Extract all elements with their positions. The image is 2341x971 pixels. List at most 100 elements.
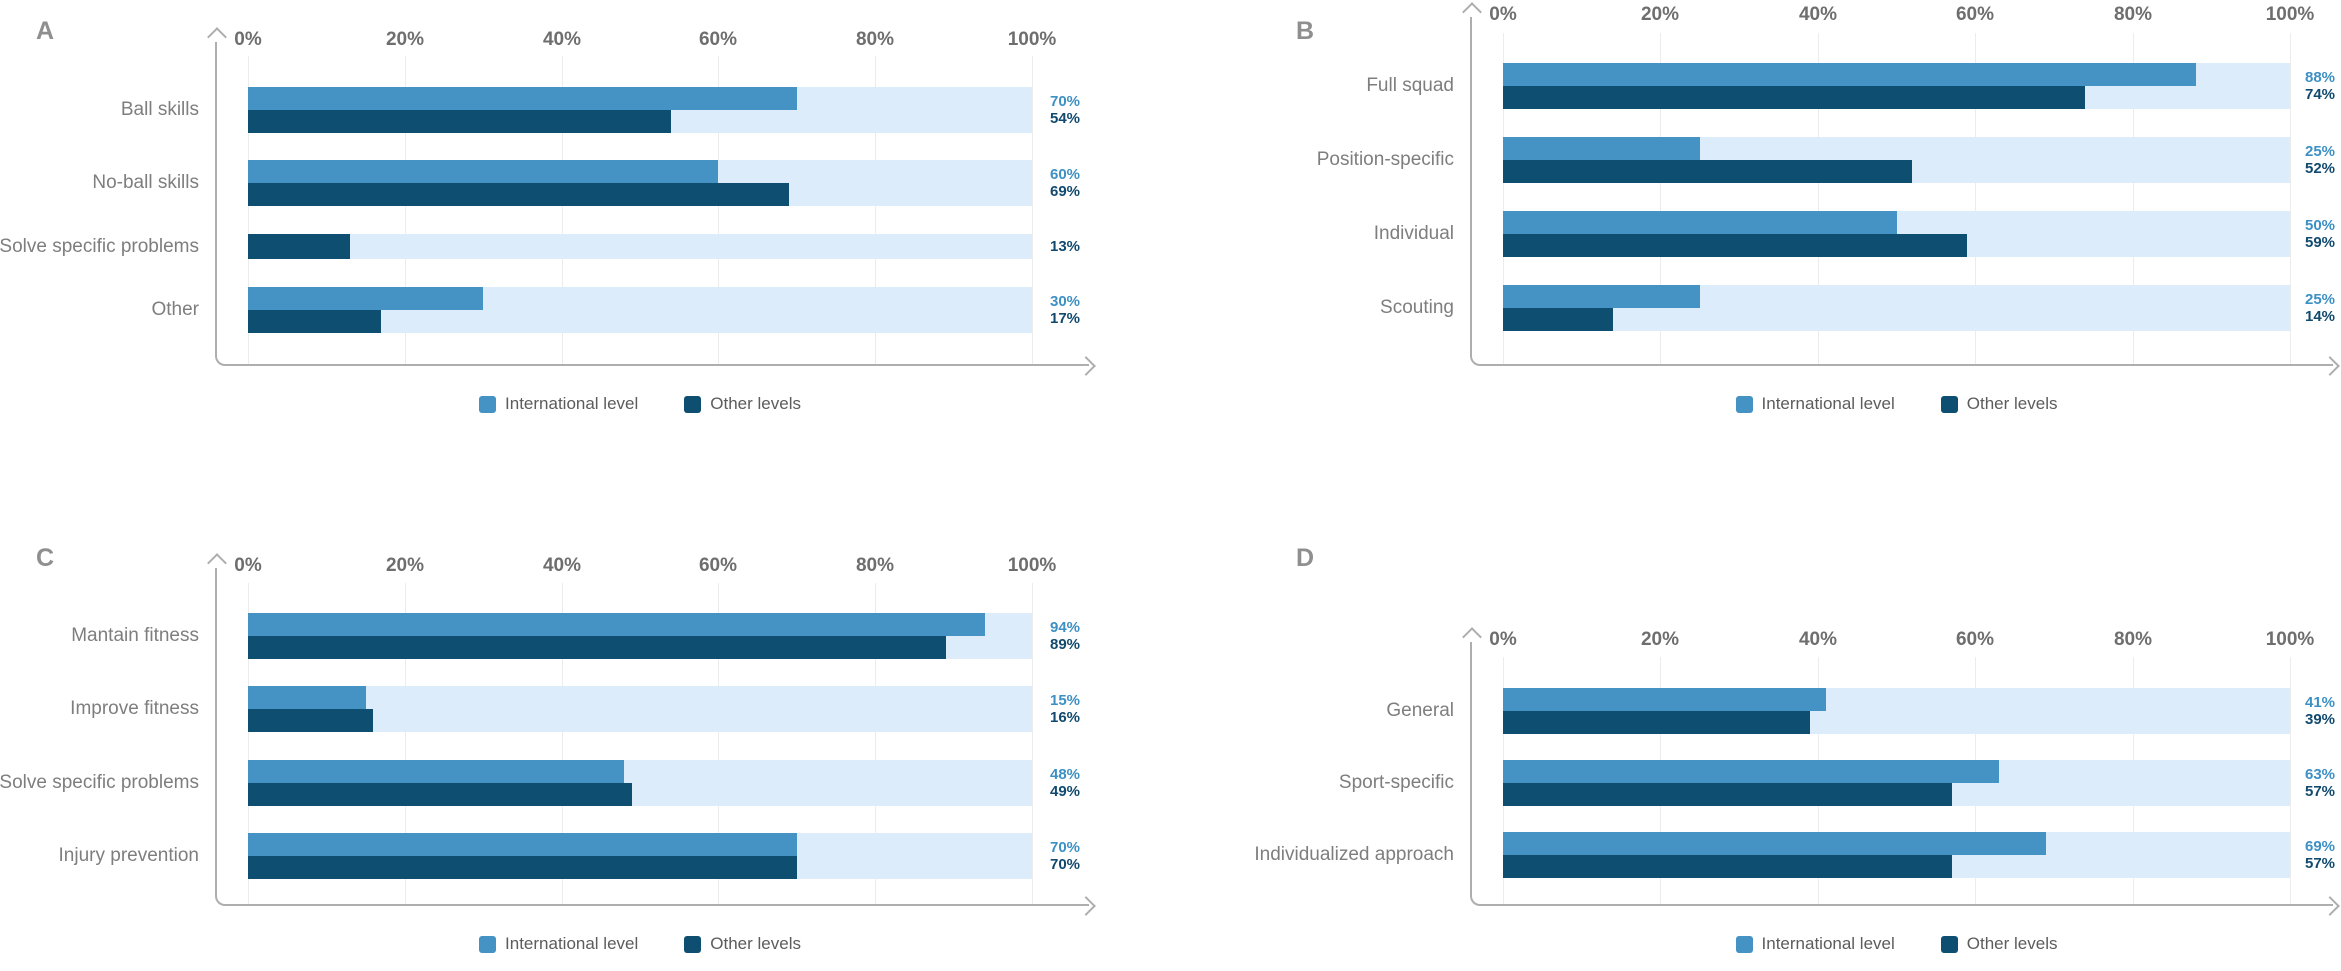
legend-label: International level (505, 934, 639, 953)
value-labels: 88% 74% (2305, 69, 2335, 103)
value-label-other: 16% (1050, 709, 1081, 726)
legend-label: Other levels (710, 394, 801, 413)
value-label-other: 54% (1050, 110, 1081, 127)
x-tick-label: 20% (1640, 4, 1680, 25)
bar-track (248, 760, 1032, 806)
gridline (405, 56, 406, 366)
bar-track (1503, 137, 2290, 183)
value-label-international: 70% (1050, 839, 1081, 856)
x-tick-label: 0% (234, 29, 262, 50)
bar-international (248, 613, 985, 636)
legend-entry-other: Other levels (684, 393, 801, 415)
value-label-international: 70% (1050, 93, 1081, 110)
legend: International level Other levels (1503, 933, 2290, 955)
legend-entry-other: Other levels (1940, 933, 2057, 955)
category-label: Scouting (1380, 297, 1454, 318)
gridline (875, 56, 876, 366)
x-tick-label: 80% (2113, 4, 2153, 25)
category-label: Position-specific (1316, 149, 1454, 170)
bar-other (248, 783, 632, 806)
panel-label: C (36, 544, 55, 572)
x-tick-label: 60% (1955, 629, 1995, 650)
value-labels: 15% 16% (1050, 692, 1080, 726)
x-tick-label: 40% (1798, 4, 1838, 25)
bar-other (248, 709, 373, 732)
value-label-international: 41% (2305, 694, 2336, 711)
category-label: Solve specific problems (0, 236, 199, 257)
category-label: Full squad (1366, 75, 1454, 96)
x-tick-label: 80% (2113, 629, 2153, 650)
gridline (2290, 657, 2291, 906)
bar-international (248, 760, 624, 783)
x-tick-label: 100% (1007, 29, 1057, 50)
value-label-other: 57% (2305, 855, 2336, 872)
bar-other (248, 110, 671, 133)
gridline (248, 583, 249, 906)
x-tick-label: 100% (2265, 629, 2315, 650)
value-label-other: 57% (2305, 783, 2336, 800)
legend-label: International level (1761, 934, 1895, 953)
value-labels: 25% 52% (2305, 143, 2335, 177)
legend-entry-other: Other levels (684, 933, 801, 955)
legend-swatch-international-icon (1735, 935, 1753, 953)
bar-other (248, 183, 789, 206)
value-labels: 70% 54% (1050, 93, 1080, 127)
legend-entry-other: Other levels (1940, 393, 2057, 415)
bar-international (1503, 760, 1999, 783)
value-labels: 25% 14% (2305, 291, 2335, 325)
gridline (875, 583, 876, 906)
value-label-other: 74% (2305, 86, 2336, 103)
value-labels: 63% 57% (2305, 766, 2335, 800)
gridline (562, 56, 563, 366)
bar-international (248, 87, 797, 110)
value-labels: 30% 17% (1050, 293, 1080, 327)
legend-entry-international: International level (1735, 393, 1895, 415)
gridline (1975, 33, 1976, 366)
value-label-other: 17% (1050, 310, 1081, 327)
bar-other (248, 310, 381, 333)
value-label-other: 14% (2305, 308, 2336, 325)
bar-other (248, 636, 946, 659)
x-tick-label: 60% (698, 555, 738, 576)
category-label: General (1386, 700, 1454, 721)
value-label-international: 50% (2305, 217, 2336, 234)
category-label: Other (151, 299, 199, 320)
bar-track (248, 287, 1032, 333)
bar-other (1503, 783, 1952, 806)
bar-other (1503, 234, 1967, 257)
bar-international (1503, 63, 2196, 86)
legend-swatch-international-icon (479, 395, 497, 413)
value-label-international: 88% (2305, 69, 2336, 86)
category-label: Solve specific problems (0, 772, 199, 793)
category-label: No-ball skills (92, 172, 199, 193)
legend-swatch-international-icon (1735, 395, 1753, 413)
x-tick-label: 0% (1489, 4, 1517, 25)
legend-label: International level (505, 394, 639, 413)
value-label-international: 30% (1050, 293, 1081, 310)
x-tick-label: 80% (855, 555, 895, 576)
value-label-international: 15% (1050, 692, 1081, 709)
legend: International level Other levels (248, 933, 1032, 955)
bar-track (248, 234, 1032, 259)
gridline (718, 56, 719, 366)
gridline (1818, 33, 1819, 366)
x-tick-label: 40% (542, 29, 582, 50)
x-tick-label: 40% (1798, 629, 1838, 650)
bar-other (1503, 711, 1810, 734)
category-label: Individualized approach (1254, 844, 1454, 865)
legend-swatch-other-icon (1940, 935, 1958, 953)
bar-international (248, 160, 718, 183)
x-tick-label: 20% (385, 555, 425, 576)
value-label-international: 94% (1050, 619, 1081, 636)
panel-label: D (1296, 544, 1315, 572)
category-label: Individual (1373, 223, 1454, 244)
value-label-international: 48% (1050, 766, 1081, 783)
gridline (1503, 33, 1504, 366)
bar-international (1503, 211, 1897, 234)
gridline (562, 583, 563, 906)
bar-other (1503, 855, 1952, 878)
gridline (1032, 583, 1033, 906)
category-label: Mantain fitness (71, 625, 199, 646)
bar-other (1503, 160, 1912, 183)
